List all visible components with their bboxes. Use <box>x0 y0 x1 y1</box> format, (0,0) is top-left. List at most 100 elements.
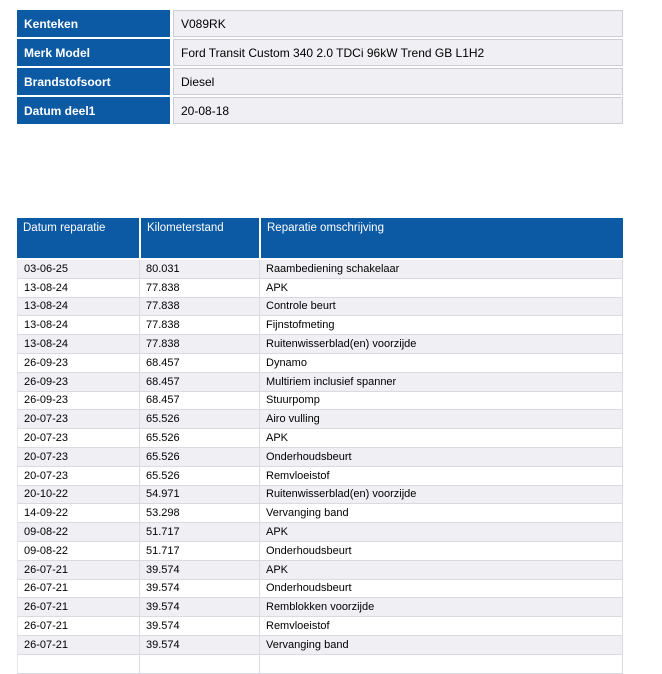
table-cell: 20-07-23 <box>17 466 139 486</box>
table-row: 13-08-24 77.838 Ruitenwisserblad(en) voorz… <box>17 335 623 354</box>
table-cell: 68.457 <box>139 353 259 373</box>
table-cell: 26-09-23 <box>17 391 139 411</box>
table-cell: Remblokken voorzijde <box>259 598 623 618</box>
table-row <box>17 654 623 674</box>
table-cell: 26-07-21 <box>17 598 139 618</box>
table-cell: 09-08-22 <box>17 541 139 561</box>
table-cell: 39.574 <box>139 598 259 618</box>
table-cell: 26-07-21 <box>17 635 139 655</box>
table-cell: Onderhoudsbeurt <box>259 447 623 467</box>
table-cell: 13-08-24 <box>17 297 139 317</box>
table-cell: 68.457 <box>139 391 259 411</box>
table-cell: Controle beurt <box>259 297 623 317</box>
column-header-kilometerstand: Kilometerstand <box>139 218 259 260</box>
vehicle-info-value: Ford Transit Custom 340 2.0 TDCi 96kW Tr… <box>173 39 623 66</box>
vehicle-info-row: Brandstofsoort Diesel <box>17 68 623 95</box>
table-cell: Vervanging band <box>259 504 623 524</box>
table-cell: 77.838 <box>139 297 259 317</box>
table-cell: 39.574 <box>139 579 259 599</box>
table-row: 26-09-23 68.457 Stuurpomp <box>17 391 623 411</box>
table-cell <box>259 654 623 674</box>
table-cell: 77.838 <box>139 335 259 354</box>
table-row: 26-07-21 39.574 Remvloeistof <box>17 617 623 636</box>
table-cell: Onderhoudsbeurt <box>259 541 623 561</box>
table-row: 26-09-23 68.457 Multiriem inclusief spanne… <box>17 372 623 392</box>
table-cell: Onderhoudsbeurt <box>259 579 623 599</box>
table-cell <box>139 654 259 674</box>
table-cell: 51.717 <box>139 541 259 561</box>
table-row: 09-08-22 51.717 Onderhoudsbeurt <box>17 541 623 561</box>
table-cell: 53.298 <box>139 504 259 524</box>
table-row: 26-07-21 39.574 APK <box>17 560 623 580</box>
repair-table-body: 03-06-25 80.031 Raambediening schakelaar 13… <box>17 260 623 674</box>
vehicle-info-table: Kenteken V089RK Merk Model Ford Transit Cus… <box>17 8 623 126</box>
table-cell: 03-06-25 <box>17 260 139 279</box>
table-cell: 65.526 <box>139 410 259 430</box>
table-row: 13-08-24 77.838 Fijnstofmeting <box>17 316 623 336</box>
vehicle-info-row: Kenteken V089RK <box>17 10 623 37</box>
table-row: 20-07-23 65.526 Remvloeistof <box>17 466 623 486</box>
table-cell: 39.574 <box>139 560 259 580</box>
table-cell: 09-08-22 <box>17 523 139 542</box>
table-cell: 20-07-23 <box>17 410 139 430</box>
table-cell: Stuurpomp <box>259 391 623 411</box>
repair-table-head: Datum reparatie Kilometerstand Reparatie… <box>17 218 623 260</box>
table-row: 20-10-22 54.971 Ruitenwisserblad(en) voorz… <box>17 485 623 505</box>
table-cell: APK <box>259 523 623 542</box>
vehicle-info-row: Merk Model Ford Transit Custom 340 2.0 TD… <box>17 39 623 66</box>
table-cell: 13-08-24 <box>17 316 139 336</box>
table-cell: 54.971 <box>139 485 259 505</box>
table-cell: 26-07-21 <box>17 579 139 599</box>
table-cell: 13-08-24 <box>17 335 139 354</box>
table-row: 14-09-22 53.298 Vervanging band <box>17 504 623 524</box>
table-cell: 26-09-23 <box>17 372 139 392</box>
table-cell: 26-07-21 <box>17 560 139 580</box>
vehicle-info-value: Diesel <box>173 68 623 95</box>
table-row: 26-07-21 39.574 Remblokken voorzijde <box>17 598 623 618</box>
table-cell: 39.574 <box>139 617 259 636</box>
table-cell: 65.526 <box>139 447 259 467</box>
table-cell: Vervanging band <box>259 635 623 655</box>
table-cell: 51.717 <box>139 523 259 542</box>
table-cell: Ruitenwisserblad(en) voorzijde <box>259 335 623 354</box>
repair-history-table: Datum reparatie Kilometerstand Reparatie… <box>17 218 623 674</box>
table-cell: 65.526 <box>139 429 259 448</box>
table-cell: Ruitenwisserblad(en) voorzijde <box>259 485 623 505</box>
table-row: 26-07-21 39.574 Vervanging band <box>17 635 623 655</box>
table-cell <box>17 654 139 674</box>
table-cell: 20-07-23 <box>17 447 139 467</box>
table-cell: 26-09-23 <box>17 353 139 373</box>
table-cell: APK <box>259 278 623 298</box>
vehicle-info-value: V089RK <box>173 10 623 37</box>
table-row: 13-08-24 77.838 APK <box>17 278 623 298</box>
table-cell: 26-07-21 <box>17 617 139 636</box>
table-row: 09-08-22 51.717 APK <box>17 523 623 542</box>
table-row: 26-07-21 39.574 Onderhoudsbeurt <box>17 579 623 599</box>
table-cell: Remvloeistof <box>259 617 623 636</box>
table-row: 26-09-23 68.457 Dynamo <box>17 353 623 373</box>
table-cell: 13-08-24 <box>17 278 139 298</box>
table-cell: Multiriem inclusief spanner <box>259 372 623 392</box>
table-cell: 68.457 <box>139 372 259 392</box>
table-cell: 20-10-22 <box>17 485 139 505</box>
table-cell: Raambediening schakelaar <box>259 260 623 279</box>
table-cell: APK <box>259 560 623 580</box>
table-cell: Fijnstofmeting <box>259 316 623 336</box>
header-row: Datum reparatie Kilometerstand Reparatie… <box>17 218 623 260</box>
table-row: 03-06-25 80.031 Raambediening schakelaar <box>17 260 623 279</box>
table-cell: 20-07-23 <box>17 429 139 448</box>
vehicle-info-label: Kenteken <box>17 10 173 37</box>
table-cell: 39.574 <box>139 635 259 655</box>
column-header-reparatie-omschrijving: Reparatie omschrijving <box>259 218 623 260</box>
table-cell: Airo vulling <box>259 410 623 430</box>
table-cell: APK <box>259 429 623 448</box>
vehicle-info-value: 20-08-18 <box>173 97 623 124</box>
vehicle-info-label: Brandstofsoort <box>17 68 173 95</box>
vehicle-info-label: Datum deel1 <box>17 97 173 124</box>
table-cell: 14-09-22 <box>17 504 139 524</box>
table-cell: 65.526 <box>139 466 259 486</box>
table-cell: 77.838 <box>139 278 259 298</box>
table-row: 20-07-23 65.526 Onderhoudsbeurt <box>17 447 623 467</box>
table-row: 13-08-24 77.838 Controle beurt <box>17 297 623 317</box>
vehicle-info-body: Kenteken V089RK Merk Model Ford Transit Cus… <box>17 10 623 124</box>
